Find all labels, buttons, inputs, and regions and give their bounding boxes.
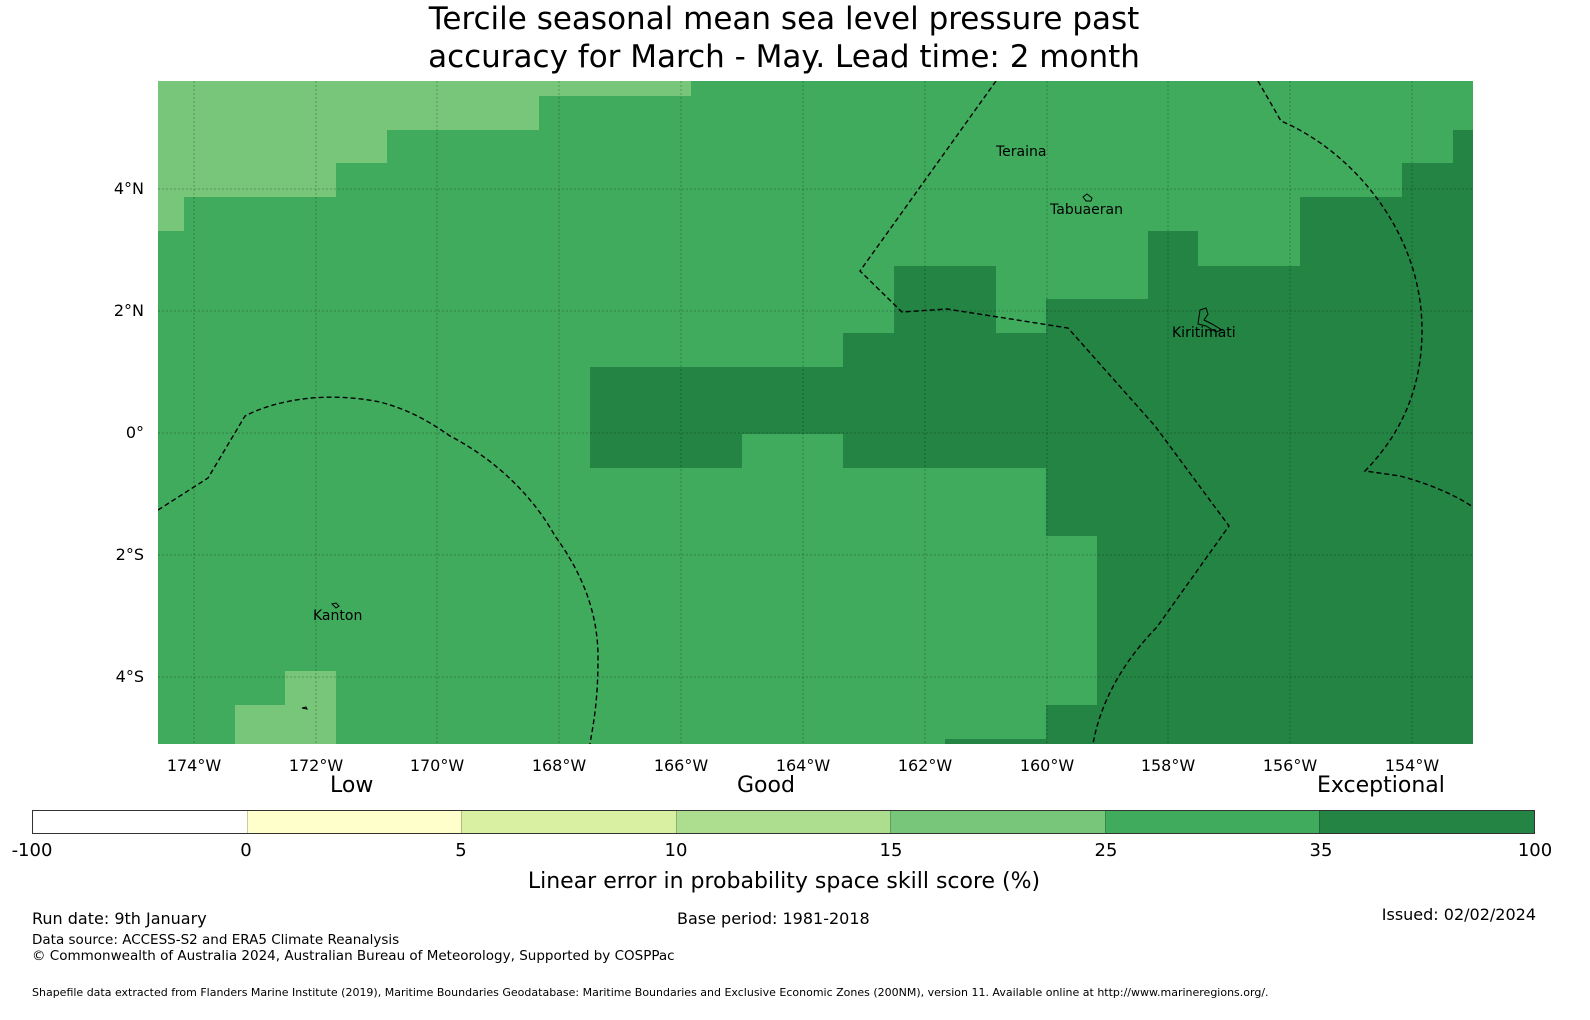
lat-tick: 0° [125, 423, 144, 442]
skill-region-15-25-north [158, 81, 691, 231]
lon-tick: 160°W [1019, 756, 1075, 775]
lat-tick: 4°S [115, 667, 144, 686]
eez-kanton [158, 396, 599, 744]
colorbar-tick: 25 [1094, 840, 1118, 861]
base-period: Base period: 1981-2018 [677, 909, 870, 928]
copyright: © Commonwealth of Australia 2024, Austra… [32, 948, 675, 964]
colorbar-segment [33, 811, 247, 833]
lon-tick: 164°W [775, 756, 831, 775]
colorbar-tick: 15 [879, 840, 903, 861]
title-line-2: accuracy for March - May. Lead time: 2 m… [428, 39, 1140, 75]
skill-map [158, 81, 1473, 744]
colorbar-segment [890, 811, 1105, 833]
lon-tick: 174°W [166, 756, 222, 775]
skill-region-15-25-south [235, 671, 336, 744]
lon-tick: 162°W [897, 756, 953, 775]
lon-tick: 156°W [1262, 756, 1318, 775]
eez-east-arc [1257, 81, 1473, 508]
lon-tick: 166°W [653, 756, 709, 775]
lon-tick: 154°W [1384, 756, 1440, 775]
colorbar-category-exceptional: Exceptional [1317, 773, 1445, 798]
skill-region-35-100-south [1046, 705, 1097, 744]
colorbar-segment [1319, 811, 1535, 833]
colorbar-segment [461, 811, 676, 833]
colorbar-tick: 10 [664, 840, 688, 861]
colorbar-category-good: Good [737, 773, 795, 798]
eez-boundaries [158, 81, 1473, 744]
shapefile-credit: Shapefile data extracted from Flanders M… [32, 986, 1269, 999]
lon-tick: 170°W [409, 756, 465, 775]
lon-tick: 172°W [288, 756, 344, 775]
place-label-kanton: Kanton [313, 608, 363, 624]
colorbar-segment [675, 811, 891, 833]
colorbar [32, 810, 1535, 834]
skill-region-35-100-center [590, 266, 1046, 468]
skill-region-35-100-south2 [945, 739, 1046, 744]
colorbar-tick: 100 [1517, 840, 1553, 861]
colorbar-tick: 5 [455, 840, 467, 861]
colorbar-segment [1104, 811, 1320, 833]
colorbar-tick: 35 [1309, 840, 1333, 861]
map-title: Tercile seasonal mean sea level pressure… [0, 0, 1568, 76]
colorbar-segment [246, 811, 462, 833]
lon-tick: 158°W [1140, 756, 1196, 775]
run-date: Run date: 9th January [32, 909, 207, 928]
lat-tick: 4°N [113, 179, 144, 198]
lon-tick: 168°W [531, 756, 587, 775]
skill-region-35-100-east [1046, 130, 1473, 744]
graticule [158, 81, 1473, 744]
place-label-kiritimati: Kiritimati [1172, 325, 1236, 341]
colorbar-tick: -100 [11, 840, 53, 861]
colorbar-tick: 0 [240, 840, 252, 861]
lat-tick: 2°S [115, 545, 144, 564]
place-label-tabuaeran: Tabuaeran [1050, 202, 1123, 218]
island-outlines [301, 193, 1224, 710]
colorbar-category-low: Low [330, 773, 374, 798]
lat-tick: 2°N [113, 301, 144, 320]
title-line-1: Tercile seasonal mean sea level pressure… [428, 1, 1140, 37]
data-source: Data source: ACCESS-S2 and ERA5 Climate … [32, 932, 400, 948]
colorbar-label: Linear error in probability space skill … [527, 869, 1041, 894]
place-label-teraina: Teraina [996, 144, 1047, 160]
issued-date: Issued: 02/02/2024 [1381, 905, 1536, 924]
